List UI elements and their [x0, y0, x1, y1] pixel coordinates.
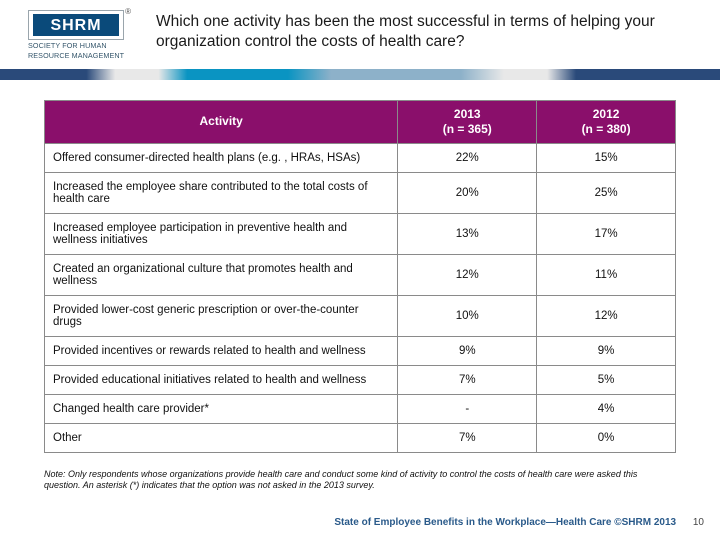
col-2013-n: (n = 365)	[443, 122, 492, 136]
cell-activity: Increased employee participation in prev…	[45, 213, 398, 254]
table-row: Changed health care provider*-4%	[45, 394, 676, 423]
logo-subtitle-1: SOCIETY FOR HUMAN	[28, 42, 136, 50]
footnote: Note: Only respondents whose organizatio…	[0, 453, 720, 492]
cell-2013: 10%	[398, 295, 537, 336]
cell-2012: 4%	[537, 394, 676, 423]
cell-2012: 0%	[537, 423, 676, 452]
col-2012: 2012 (n = 380)	[537, 100, 676, 143]
cell-activity: Other	[45, 423, 398, 452]
table-row: Provided educational initiatives related…	[45, 365, 676, 394]
header: SHRM ® SOCIETY FOR HUMAN RESOURCE MANAGE…	[0, 0, 720, 61]
table-row: Provided lower-cost generic prescription…	[45, 295, 676, 336]
col-activity: Activity	[45, 100, 398, 143]
col-2012-year: 2012	[593, 107, 620, 121]
registered-mark: ®	[125, 7, 131, 16]
cell-activity: Provided incentives or rewards related t…	[45, 336, 398, 365]
page-number: 10	[693, 517, 704, 528]
table-row: Provided incentives or rewards related t…	[45, 336, 676, 365]
cell-2012: 11%	[537, 254, 676, 295]
table-row: Offered consumer-directed health plans (…	[45, 143, 676, 172]
page-title: Which one activity has been the most suc…	[136, 10, 702, 52]
svg-text:SHRM: SHRM	[50, 17, 101, 34]
shrm-logo: SHRM ®	[28, 10, 124, 40]
cell-2013: 22%	[398, 143, 537, 172]
cell-activity: Provided educational initiatives related…	[45, 365, 398, 394]
cell-2013: 13%	[398, 213, 537, 254]
cell-2012: 9%	[537, 336, 676, 365]
col-2012-n: (n = 380)	[582, 122, 631, 136]
cell-2012: 15%	[537, 143, 676, 172]
cell-activity: Changed health care provider*	[45, 394, 398, 423]
main-content: Activity 2013 (n = 365) 2012 (n = 380) O…	[0, 80, 720, 453]
table-row: Other7%0%	[45, 423, 676, 452]
cell-2012: 12%	[537, 295, 676, 336]
cell-2013: 20%	[398, 172, 537, 213]
table-header-row: Activity 2013 (n = 365) 2012 (n = 380)	[45, 100, 676, 143]
col-2013: 2013 (n = 365)	[398, 100, 537, 143]
cell-activity: Created an organizational culture that p…	[45, 254, 398, 295]
accent-bar	[0, 69, 720, 80]
cell-2013: 7%	[398, 423, 537, 452]
cell-2013: 9%	[398, 336, 537, 365]
shrm-logo-icon: SHRM	[33, 14, 119, 36]
activity-table: Activity 2013 (n = 365) 2012 (n = 380) O…	[44, 100, 676, 453]
cell-2012: 5%	[537, 365, 676, 394]
footer-text: State of Employee Benefits in the Workpl…	[334, 517, 676, 528]
table-row: Created an organizational culture that p…	[45, 254, 676, 295]
col-2013-year: 2013	[454, 107, 481, 121]
cell-activity: Offered consumer-directed health plans (…	[45, 143, 398, 172]
footer: State of Employee Benefits in the Workpl…	[334, 517, 704, 528]
cell-2012: 25%	[537, 172, 676, 213]
cell-2013: 7%	[398, 365, 537, 394]
cell-2013: -	[398, 394, 537, 423]
cell-2013: 12%	[398, 254, 537, 295]
logo-subtitle-2: RESOURCE MANAGEMENT	[28, 52, 136, 60]
cell-2012: 17%	[537, 213, 676, 254]
cell-activity: Increased the employee share contributed…	[45, 172, 398, 213]
logo-block: SHRM ® SOCIETY FOR HUMAN RESOURCE MANAGE…	[28, 10, 136, 61]
table-row: Increased employee participation in prev…	[45, 213, 676, 254]
cell-activity: Provided lower-cost generic prescription…	[45, 295, 398, 336]
table-row: Increased the employee share contributed…	[45, 172, 676, 213]
